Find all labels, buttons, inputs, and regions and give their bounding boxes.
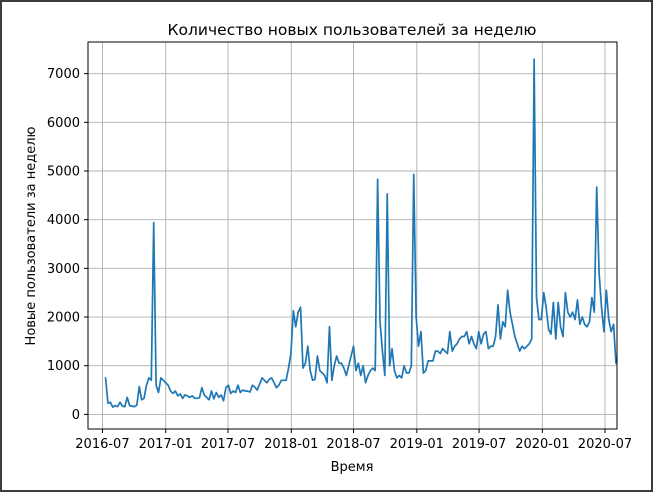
y-tick-label: 2000 <box>47 311 80 326</box>
x-tick-label: 2016-07 <box>75 437 129 452</box>
x-tick-label: 2020-07 <box>578 437 632 452</box>
y-tick-label: 3000 <box>47 262 80 277</box>
series-line <box>104 58 617 408</box>
x-tick-label: 2020-01 <box>515 437 569 452</box>
y-tick-label: 4000 <box>47 213 80 228</box>
x-axis-label: Время <box>331 460 374 475</box>
y-tick-label: 1000 <box>47 359 80 374</box>
x-tick-label: 2019-07 <box>452 437 506 452</box>
x-tick-label: 2017-01 <box>139 437 193 452</box>
axes-frame <box>87 41 618 430</box>
plot-area <box>104 58 617 408</box>
x-tick-label: 2017-07 <box>201 437 255 452</box>
y-tick-label: 6000 <box>47 116 80 131</box>
x-tick-label: 2019-01 <box>390 437 444 452</box>
y-axis: 0 1000 2000 3000 4000 5000 6000 7000 <box>47 67 88 423</box>
y-tick-label: 7000 <box>47 67 80 82</box>
y-tick-label: 0 <box>72 408 80 423</box>
x-tick-label: 2018-01 <box>264 437 318 452</box>
y-tick-label: 5000 <box>47 165 80 180</box>
x-axis: 2016-07 2017-01 2017-07 2018-01 2018-07 2019-… <box>75 429 632 452</box>
chart-title: Количество новых пользователей за неделю <box>168 21 537 39</box>
y-axis-label: Новые пользователи за неделю <box>24 126 39 345</box>
x-tick-label: 2018-07 <box>326 437 380 452</box>
grid <box>88 42 617 429</box>
